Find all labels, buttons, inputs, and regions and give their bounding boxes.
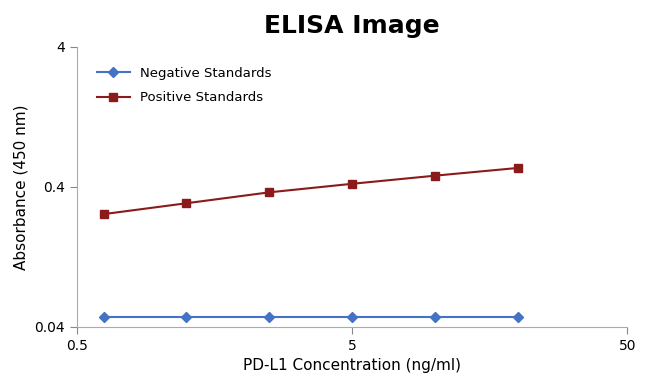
Negative Standards <box>514 315 522 319</box>
Positive Standards <box>183 201 190 205</box>
Positive Standards <box>99 212 107 216</box>
Line: Negative Standards: Negative Standards <box>100 313 521 320</box>
Y-axis label: Absorbance (450 nm): Absorbance (450 nm) <box>14 104 29 269</box>
Title: ELISA Image: ELISA Image <box>265 14 440 38</box>
Positive Standards <box>514 166 522 170</box>
Positive Standards <box>265 190 273 195</box>
Positive Standards <box>348 182 356 186</box>
X-axis label: PD-L1 Concentration (ng/ml): PD-L1 Concentration (ng/ml) <box>243 358 461 373</box>
Negative Standards <box>431 315 439 319</box>
Negative Standards <box>183 315 190 319</box>
Line: Positive Standards: Positive Standards <box>99 164 522 218</box>
Negative Standards <box>265 315 273 319</box>
Negative Standards <box>99 315 107 319</box>
Positive Standards <box>431 173 439 178</box>
Negative Standards <box>348 315 356 319</box>
Legend: Negative Standards, Positive Standards: Negative Standards, Positive Standards <box>90 60 278 111</box>
